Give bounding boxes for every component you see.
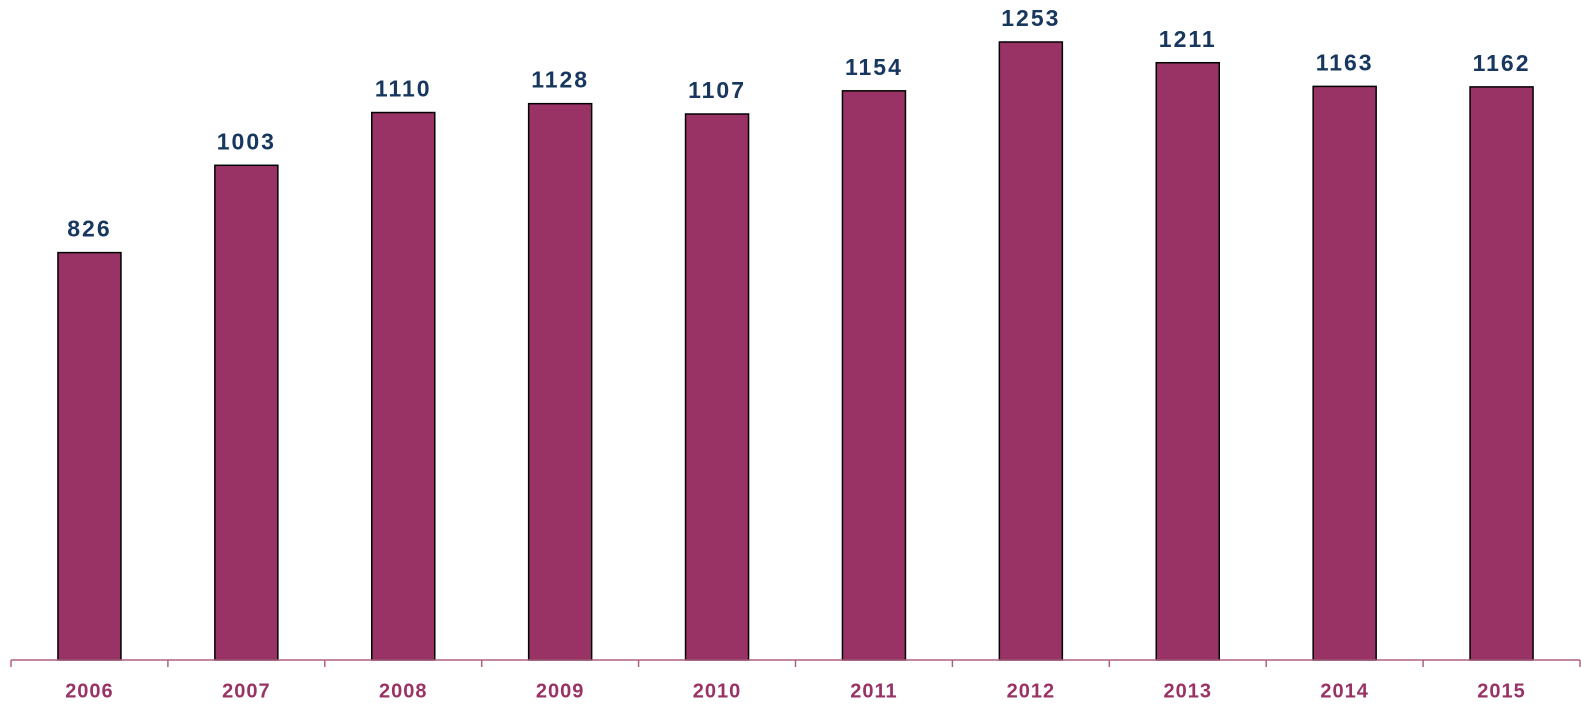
value-label: 1107 xyxy=(688,77,746,103)
bar xyxy=(1155,61,1220,661)
bar xyxy=(1469,86,1534,661)
bar xyxy=(998,41,1064,661)
bar xyxy=(57,251,122,661)
x-tick-label: 2006 xyxy=(65,680,114,702)
x-tick-label: 2010 xyxy=(693,680,742,702)
value-label: 1163 xyxy=(1316,49,1374,75)
x-tick-label: 2014 xyxy=(1320,680,1369,702)
x-tick-label: 2011 xyxy=(850,680,897,702)
x-tick-label: 2009 xyxy=(536,680,585,702)
bar xyxy=(841,90,907,661)
value-label: 1154 xyxy=(845,54,903,80)
value-label: 1128 xyxy=(531,67,589,93)
value-label: 826 xyxy=(67,216,111,242)
x-tick-label: 2013 xyxy=(1164,680,1213,702)
bar xyxy=(527,102,593,661)
x-tick-label: 2007 xyxy=(222,680,271,702)
value-label: 1162 xyxy=(1473,50,1531,76)
bar xyxy=(214,164,279,661)
bar xyxy=(1312,85,1377,661)
value-label: 1003 xyxy=(217,128,276,154)
value-label: 1110 xyxy=(375,76,432,102)
x-tick-label: 2012 xyxy=(1007,680,1056,702)
bar xyxy=(371,111,436,661)
bar xyxy=(684,113,750,661)
value-label: 1253 xyxy=(1001,5,1060,31)
x-tick-label: 2008 xyxy=(379,680,428,702)
x-tick-label: 2015 xyxy=(1477,680,1526,702)
value-label: 1211 xyxy=(1159,26,1217,52)
